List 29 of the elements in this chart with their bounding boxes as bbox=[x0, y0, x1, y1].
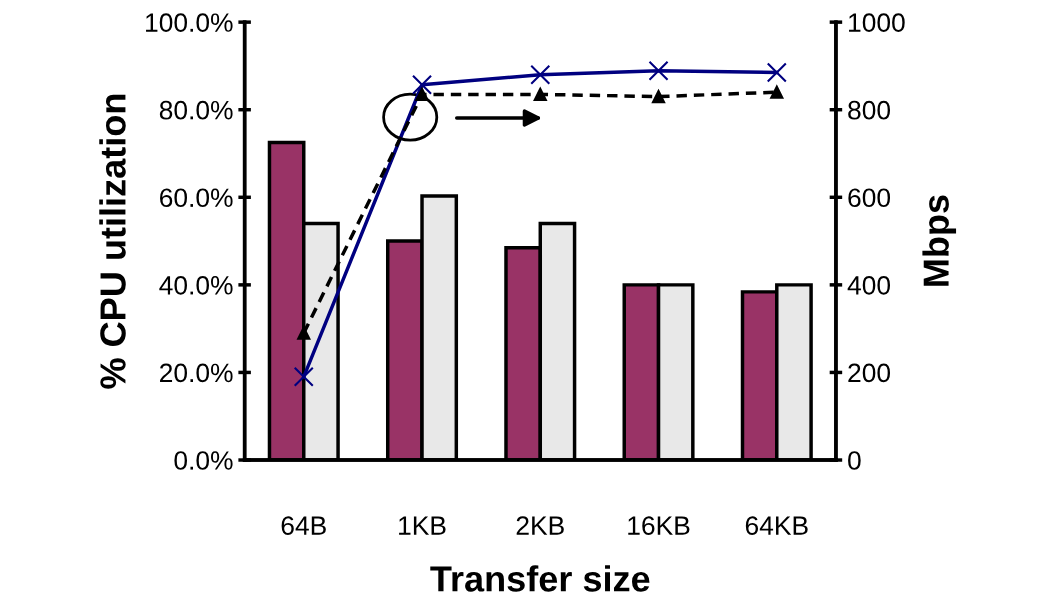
point bbox=[293, 366, 314, 387]
point bbox=[530, 64, 551, 85]
x-tick-label: 64KB bbox=[745, 516, 808, 535]
x-axis-title: Transfer size bbox=[430, 565, 650, 592]
point bbox=[648, 60, 669, 81]
y-tick-label: 100.0% bbox=[146, 13, 233, 32]
x-tick-label: 1KB bbox=[399, 516, 446, 535]
x-tick-label: 2KB bbox=[516, 516, 564, 535]
y2-tick-label: 1000 bbox=[849, 13, 905, 32]
y-tick-label: 40.0% bbox=[159, 276, 233, 295]
y-axis-title: % CPU utilization bbox=[99, 94, 126, 389]
point bbox=[533, 87, 547, 101]
y2-tick-label: 400 bbox=[847, 276, 891, 295]
y-tick-label: 20.0% bbox=[160, 363, 233, 383]
x-tick-label: 64B bbox=[281, 516, 326, 535]
y2-axis-title: Mbps bbox=[922, 195, 957, 286]
y2-tick-label: 200 bbox=[848, 363, 891, 383]
y-tick-label: 60.0% bbox=[160, 188, 233, 208]
y2-tick-label: 800 bbox=[848, 100, 891, 120]
point bbox=[415, 87, 429, 101]
point bbox=[766, 62, 787, 83]
point bbox=[770, 85, 784, 99]
point bbox=[411, 74, 433, 95]
y2-tick-label: 600 bbox=[848, 188, 891, 208]
point bbox=[651, 89, 666, 104]
y-tick-label: 0.0% bbox=[174, 451, 233, 470]
y2-tick-label: 0 bbox=[848, 451, 861, 470]
y-tick-label: 80.0% bbox=[159, 100, 233, 120]
x-tick-label: 16KB bbox=[628, 516, 690, 535]
